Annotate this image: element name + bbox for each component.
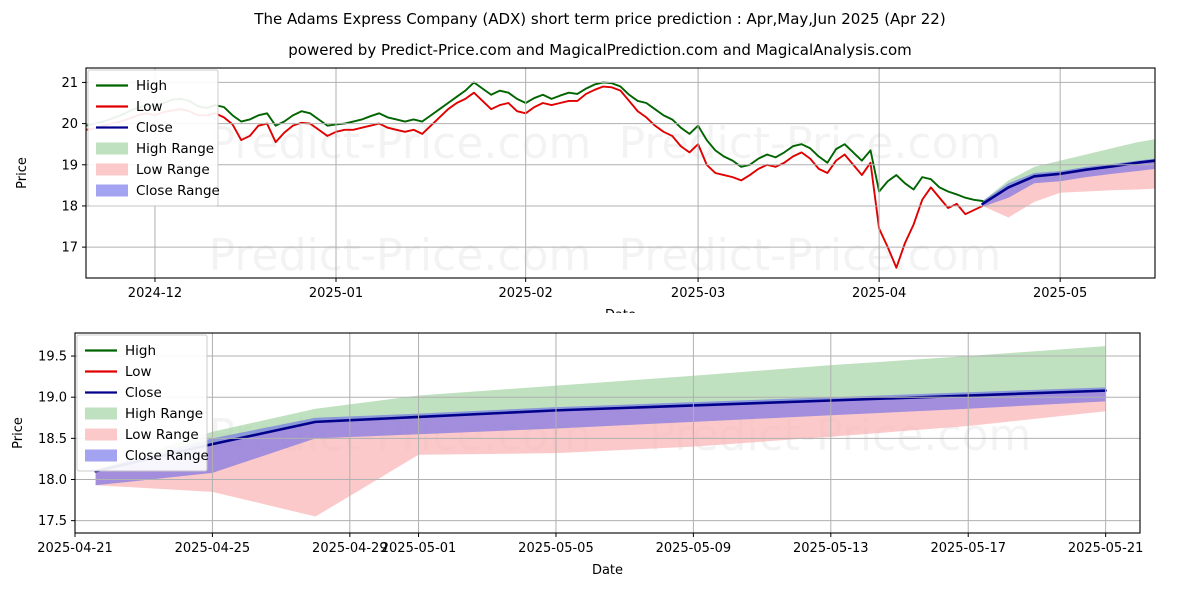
legend-swatch-low-range [85,428,117,441]
x-tick-label: 2025-04-21 [37,541,113,556]
y-tick-label: 20 [61,117,78,132]
y-tick-label: 18 [61,199,78,214]
legend-label: Low Range [125,427,199,443]
legend-label: Low [136,99,163,115]
legend: High Low Close High Range Low Range Close Ran… [76,334,209,472]
legend-label: High Range [125,406,203,422]
x-tick-label: 2025-05-01 [381,541,457,556]
legend-swatch-low-range [96,163,128,176]
x-tick-label: 2025-05-09 [656,541,732,556]
y-tick-label: 17.5 [38,514,67,529]
plot-frame [74,332,1141,534]
x-tick-label: 2025-05 [1033,286,1087,301]
x-tick-label: 2024-12 [128,286,182,301]
watermark: Predict-Price.com [619,118,1002,169]
x-tick-label: 2025-04 [852,286,906,301]
x-tick-label: 2025-01 [309,286,363,301]
x-tick-label: 2025-05-13 [793,541,869,556]
x-tick-label: 2025-04-25 [175,541,251,556]
legend-label: Close Range [136,183,220,199]
legend-swatch-close-range [96,184,128,197]
legend-swatch-high-range [85,407,117,420]
overview-chart: Predict-Price.com Predict-Price.com Predic… [15,67,1156,313]
y-tick-label: 19.5 [38,350,67,365]
x-tick-label: 2025-05-05 [518,541,594,556]
page-subtitle: powered by Predict-Price.com and Magical… [288,41,912,59]
watermark: Predict-Price.com [209,230,592,281]
x-axis-title: Date [605,308,636,313]
x-tick-label: 2025-04-29 [312,541,388,556]
y-tick-label: 19.0 [38,391,67,406]
watermark: Predict-Price.com [209,118,592,169]
legend-label: High Range [136,141,214,157]
legend-label: Low [125,364,152,380]
title-block: The Adams Express Company (ADX) short te… [0,0,1200,59]
series-line-high [86,81,984,202]
legend-label: High [136,78,167,94]
legend-swatch-high-range [96,142,128,155]
legend-label: Close Range [125,448,209,464]
watermark: Predict-Price.com [619,230,1002,281]
y-tick-label: 18.5 [38,432,67,447]
forecast-detail-chart: Predict-Price.comPredict-Price.com17.518… [11,332,1144,578]
legend-label: Low Range [136,162,210,178]
y-tick-label: 17 [61,241,78,256]
band-close-range [95,387,1106,486]
x-tick-label: 2025-05-21 [1068,541,1144,556]
x-tick-label: 2025-02 [499,286,553,301]
x-tick-label: 2025-03 [671,286,725,301]
legend: High Low Close High Range Low Range Close Ran… [87,69,220,207]
page-title: The Adams Express Company (ADX) short te… [254,10,946,28]
band-close-range [982,158,1155,207]
x-axis-title: Date [592,563,623,578]
legend-swatch-close-range [85,449,117,462]
legend-label: Close [136,120,173,136]
y-tick-label: 19 [61,158,78,173]
band-low-range [982,160,1155,218]
legend-label: Close [125,385,162,401]
y-tick-label: 21 [61,76,78,91]
x-tick-label: 2025-05-17 [930,541,1006,556]
y-axis-title: Price [15,157,30,189]
plot-frame [85,67,1156,279]
y-axis-title: Price [11,417,26,449]
legend-label: High [125,343,156,359]
series-line-close [981,159,1155,206]
y-tick-label: 18.0 [38,473,67,488]
